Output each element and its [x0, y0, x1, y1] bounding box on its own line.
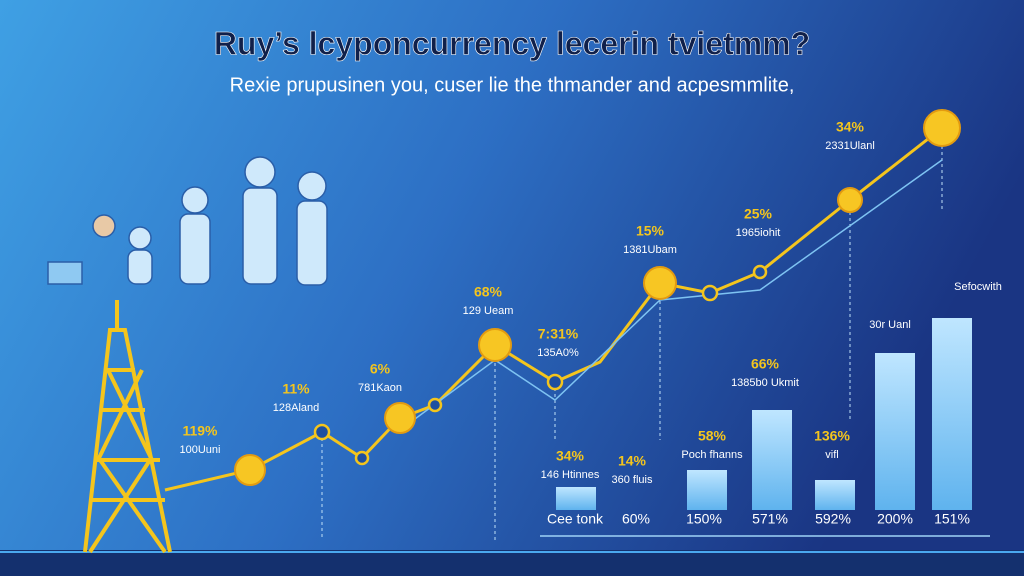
annotation-value: 34% [556, 448, 585, 464]
annotation-value: 119% [182, 423, 218, 439]
annotation-caption: 2331Ulanl [825, 140, 875, 152]
nodes [313, 264, 768, 466]
annotation-value: 68% [474, 284, 503, 300]
bottom-label: 150% [686, 511, 722, 527]
bottom-label: Cee tonk [547, 511, 604, 527]
bottom-label: 200% [877, 511, 913, 527]
bottom-strip [0, 550, 1024, 576]
bottom-label: 151% [934, 511, 970, 527]
annotation-caption: 100Uuni [180, 444, 221, 456]
annotation-caption: vifl [825, 449, 838, 461]
annotation-value: 7:31% [538, 326, 579, 342]
annotation-caption: 128Aland [273, 402, 320, 414]
annotation-value: 34% [836, 119, 865, 135]
annotation-caption: Poch fhanns [681, 449, 743, 461]
annotation-caption: 1381Ubam [623, 244, 677, 256]
annotation-caption: 129 Ueam [463, 305, 514, 317]
trend-line-shadow [399, 159, 943, 431]
side-label: Sefocwith [954, 281, 1002, 293]
annotation-value: 136% [814, 428, 850, 444]
annotation-value: 14% [618, 453, 647, 469]
annotation-value: 15% [636, 223, 665, 239]
annotation-caption: 146 Htinnes [541, 469, 600, 481]
coins [234, 109, 961, 486]
side-label: 30r Uanl [869, 319, 911, 331]
annotation-caption: 781Kaon [358, 382, 402, 394]
family-illustration [47, 156, 328, 286]
tower-illustration [83, 300, 172, 554]
annotation-caption: 1965iohit [736, 227, 781, 239]
bottom-label: 60% [622, 511, 650, 527]
bars [556, 318, 972, 510]
title: Ruy’s lcyponcurrency lecerin tvietmm? [214, 25, 810, 61]
subtitle: Rexie prupusinen you, cuser lie the thma… [230, 74, 795, 96]
annotation-caption: 135A0% [537, 347, 579, 359]
bottom-label: 592% [815, 511, 851, 527]
annotation-value: 66% [751, 356, 780, 372]
annotation-value: 11% [282, 381, 310, 397]
annotation-caption: 1385b0 Ukmit [731, 377, 799, 389]
bottom-label: 571% [752, 511, 788, 527]
annotation-value: 25% [744, 206, 773, 222]
annotation-value: 6% [370, 361, 391, 377]
annotation-value: 58% [698, 428, 727, 444]
annotation-caption: 360 fluis [612, 474, 653, 486]
